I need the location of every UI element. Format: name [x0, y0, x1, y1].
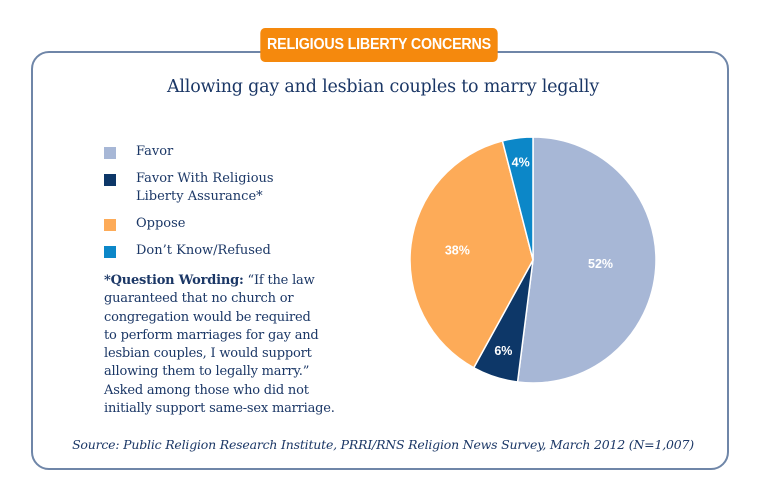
legend-label-line2: Liberty Assurance* — [136, 189, 263, 204]
legend: Favor Favor With Religious Liberty Assur… — [104, 143, 364, 269]
pie-chart: 52% 6% 38% 4% — [409, 136, 657, 384]
note-line: allowing them to legally marry.” — [104, 364, 310, 380]
source-note: Source: Public Religion Research Institu… — [72, 437, 694, 452]
slice-data-label: 6% — [494, 344, 512, 358]
pie-slice-favor — [516, 136, 657, 384]
note-line: Asked among those who did not — [104, 382, 309, 398]
legend-label: Oppose — [136, 216, 186, 231]
note-line: congregation would be required — [104, 309, 311, 325]
note-line: lesbian couples, I would support — [104, 346, 312, 362]
question-wording-note: *Question Wording: “If the law guarantee… — [104, 272, 354, 418]
pie-slice-oppose — [409, 139, 534, 369]
legend-swatch — [104, 219, 116, 231]
note-text: “If the law — [247, 273, 315, 288]
legend-swatch — [104, 147, 116, 159]
legend-item-favor: Favor — [104, 143, 364, 161]
pie-slice-don-t-know-refused — [501, 136, 534, 261]
note-label: *Question Wording: — [104, 273, 244, 288]
legend-item-oppose: Oppose — [104, 215, 364, 233]
note-line: initially support same-sex marriage. — [104, 401, 335, 417]
slice-data-label: 4% — [512, 155, 530, 169]
slice-data-label: 52% — [588, 257, 613, 271]
legend-label: Favor — [136, 144, 174, 159]
note-line-1: *Question Wording: “If the law — [104, 272, 354, 290]
note-line: guaranteed that no church or — [104, 291, 294, 307]
legend-swatch — [104, 246, 116, 258]
note-line: to perform marriages for gay and — [104, 327, 319, 343]
legend-swatch — [104, 174, 116, 186]
section-banner: RELIGIOUS LIBERTY CONCERNS — [260, 28, 498, 62]
slice-data-label: 38% — [445, 243, 470, 257]
legend-label: Don’t Know/Refused — [136, 243, 271, 258]
chart-title: Allowing gay and lesbian couples to marr… — [166, 77, 600, 97]
legend-label: Favor With Religious — [136, 171, 274, 186]
legend-item-favor-with-assurance: Favor With Religious Liberty Assurance* — [104, 170, 364, 206]
legend-item-dont-know: Don’t Know/Refused — [104, 242, 364, 260]
